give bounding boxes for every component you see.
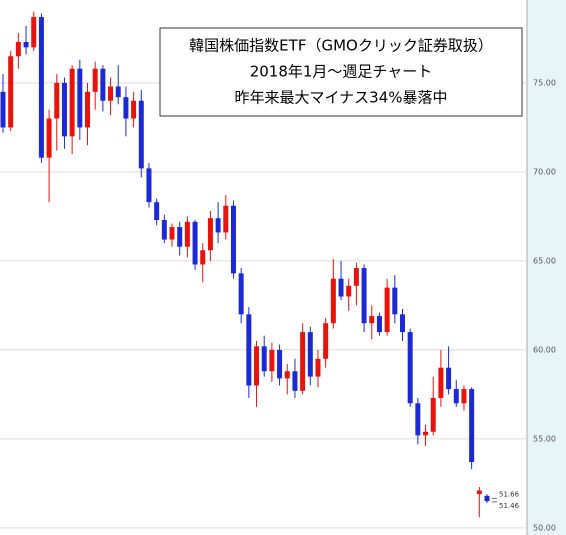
- candle-body: [230, 205, 236, 274]
- candle-body: [392, 287, 398, 315]
- candle-body: [23, 42, 29, 48]
- candle-body: [123, 97, 129, 119]
- candle-body: [277, 349, 283, 379]
- candle-body: [369, 316, 375, 324]
- candle-body: [330, 278, 336, 324]
- title-line: 韓国株価指数ETF（GMOクリック証券取扱）: [189, 37, 493, 55]
- candle-body: [0, 91, 6, 128]
- candle-body: [184, 221, 190, 247]
- candle-body: [446, 367, 452, 390]
- candle-body: [346, 285, 352, 297]
- candle-body: [8, 56, 14, 128]
- candle-body: [361, 268, 367, 324]
- candle-body: [215, 218, 221, 233]
- candle-body: [169, 227, 175, 240]
- y-tick-label: 75.00: [533, 78, 556, 87]
- candle-body: [61, 82, 67, 137]
- candle-body: [46, 118, 52, 158]
- candle-body: [307, 332, 313, 377]
- candle-body: [77, 68, 83, 128]
- title-line: 昨年来最大マイナス34%暴落中: [234, 89, 447, 107]
- candle-body: [92, 68, 98, 92]
- y-tick-label: 55.00: [533, 434, 556, 443]
- candle-body: [407, 332, 413, 404]
- candle-body: [423, 431, 429, 436]
- price-label: 51.66: [499, 490, 520, 498]
- candle-body: [100, 68, 106, 101]
- candle-body: [246, 314, 252, 386]
- y-tick-label: 65.00: [533, 256, 556, 265]
- candle-body: [200, 250, 206, 265]
- candle-body: [223, 205, 229, 233]
- candle-body: [384, 287, 390, 333]
- candle-body: [469, 389, 475, 463]
- y-tick-label: 70.00: [533, 167, 556, 176]
- candle-body: [207, 218, 213, 251]
- candle-body: [269, 349, 275, 372]
- candle-body: [15, 42, 21, 57]
- candle-body: [461, 389, 467, 404]
- candle-body: [292, 371, 298, 391]
- candle-body: [315, 358, 321, 377]
- candle-body: [438, 367, 444, 398]
- candle-body: [323, 323, 329, 359]
- candle-body: [192, 221, 198, 265]
- y-tick-label: 60.00: [533, 345, 556, 354]
- title-line: 2018年1月～週足チャート: [250, 63, 433, 81]
- candle-body: [54, 82, 60, 119]
- candle-body: [177, 227, 183, 247]
- candle-body: [254, 346, 260, 386]
- candle-body: [31, 17, 37, 48]
- candle-body: [238, 273, 244, 315]
- candle-body: [300, 332, 306, 391]
- candle-body: [476, 490, 482, 495]
- candle-body: [108, 86, 114, 101]
- candle-body: [38, 17, 44, 158]
- candle-body: [154, 202, 160, 220]
- candle-body: [353, 268, 359, 286]
- candle-body: [430, 397, 436, 432]
- axis-panel: [527, 0, 566, 535]
- candle-body: [338, 278, 344, 297]
- candle-body: [484, 495, 490, 502]
- title-box: [159, 27, 523, 117]
- candle-body: [69, 68, 75, 137]
- y-tick-label: 50.00: [533, 523, 556, 532]
- candle-body: [138, 100, 144, 169]
- price-label: 51.46: [499, 502, 520, 510]
- candle-body: [115, 86, 121, 98]
- candle-body: [415, 403, 421, 436]
- candle-body: [376, 316, 382, 333]
- candle-body: [453, 389, 459, 404]
- candle-body: [161, 219, 167, 240]
- candle-body: [131, 100, 137, 119]
- candle-body: [261, 346, 267, 372]
- candle-body: [146, 168, 152, 203]
- candle-body: [284, 371, 290, 379]
- candle-body: [85, 91, 91, 128]
- candle-body: [399, 314, 405, 333]
